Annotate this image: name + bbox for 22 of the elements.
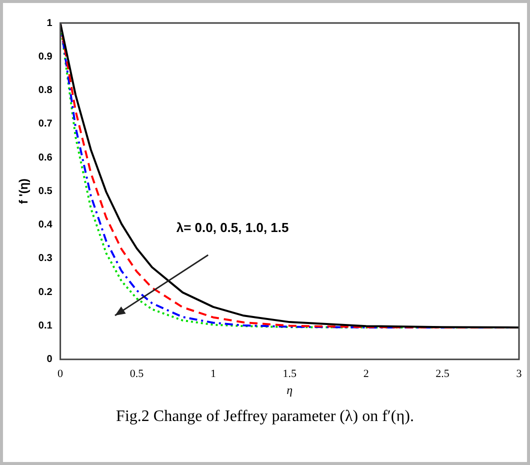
y-tick-label: 0.6: [38, 152, 53, 164]
caption: Fig.2 Change of Jeffrey parameter (λ) on f′(η).: [115, 408, 415, 426]
y-tick-label: 0.4: [38, 220, 53, 231]
x-axis-title: η: [286, 382, 293, 397]
x-tick-label: 0: [58, 368, 64, 380]
x-tick-label: 1: [210, 368, 216, 380]
x-tick-label: 1.5: [282, 368, 298, 380]
y-tick-label: 0.9: [38, 51, 53, 62]
x-tick-label: 3: [516, 368, 522, 380]
y-tick-label: 1: [46, 18, 53, 29]
x-tick-label: 0.5: [130, 368, 144, 380]
y-tick-label: 0: [46, 354, 53, 366]
y-tick-label: 0.5: [38, 186, 53, 197]
y-tick-label: 0.7: [38, 118, 53, 130]
x-tick-label: 2.5: [436, 368, 450, 380]
x-tick-label: 2: [363, 368, 369, 380]
y-tick-label: 0.8: [38, 85, 53, 96]
y-tick-label: 0.2: [38, 286, 53, 298]
y-tick-label: 0.1: [38, 320, 53, 332]
y-axis-title: f '(η): [16, 178, 31, 204]
y-tick-label: 0.3: [38, 253, 53, 264]
annotation: λ= 0.0, 0.5, 1.0, 1.5: [176, 220, 289, 235]
